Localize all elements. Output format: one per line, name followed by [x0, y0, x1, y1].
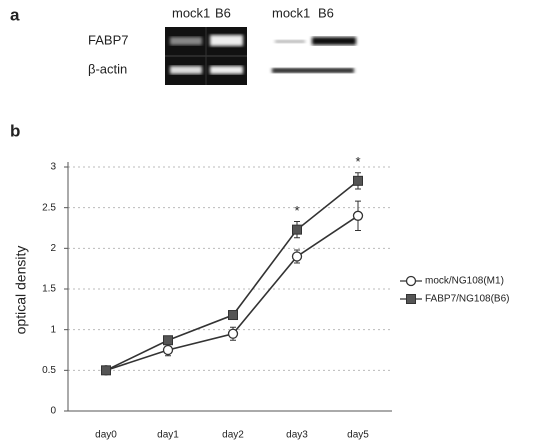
x-tick-label: day0 [95, 430, 117, 441]
line [106, 216, 358, 371]
y-tick-label: 1.5 [42, 284, 56, 295]
marker [354, 176, 363, 185]
y-tick-label: 3 [50, 162, 56, 173]
x-tick-label: day2 [222, 430, 244, 441]
y-tick-label: 1 [50, 324, 56, 335]
marker [229, 311, 238, 320]
y-tick-label: 2.5 [42, 202, 56, 213]
marker [407, 295, 416, 304]
western-blot [272, 37, 356, 73]
marker [407, 277, 416, 286]
figure: a mock1 B6 mock1 B6 FABP7 β-actin b opti… [0, 0, 544, 446]
y-tick-label: 0.5 [42, 365, 56, 376]
line [106, 181, 358, 371]
legend-label: mock/NG108(M1) [425, 276, 504, 287]
lane-label: B6 [215, 5, 231, 20]
lane-label: B6 [318, 5, 334, 20]
marker [102, 366, 111, 375]
x-tick-label: day1 [157, 430, 179, 441]
legend-label: FABP7/NG108(B6) [425, 294, 509, 305]
marker [293, 225, 302, 234]
annotation: * [355, 154, 360, 169]
y-tick-label: 0 [50, 406, 56, 417]
lane-label: mock1 [172, 5, 210, 20]
marker [229, 329, 238, 338]
row-label: FABP7 [88, 32, 128, 47]
x-tick-label: day5 [347, 430, 369, 441]
lane-label: mock1 [272, 5, 310, 20]
y-axis-label: optical density [13, 246, 29, 335]
panel-label: b [10, 121, 20, 140]
marker [164, 346, 173, 355]
gel-image [165, 27, 247, 85]
marker [293, 252, 302, 261]
marker [164, 336, 173, 345]
annotation: * [294, 203, 299, 218]
marker [354, 211, 363, 220]
row-label: β-actin [88, 61, 127, 76]
panel-label: a [10, 5, 20, 24]
y-tick-label: 2 [50, 243, 56, 254]
x-tick-label: day3 [286, 430, 308, 441]
